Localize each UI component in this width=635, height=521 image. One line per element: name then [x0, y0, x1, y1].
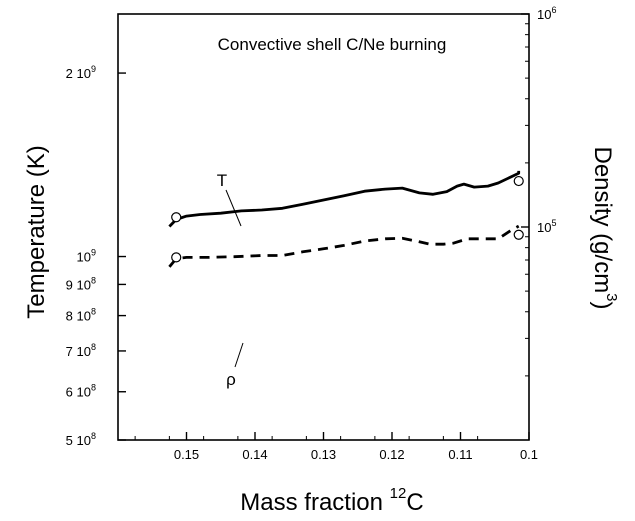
chart-title: Convective shell C/Ne burning: [218, 35, 447, 54]
left-tick-label: 109: [77, 248, 96, 265]
left-tick-label: 8 108: [66, 307, 96, 324]
left-tick-label: 6 108: [66, 383, 96, 400]
plot-frame: [117, 13, 530, 441]
x-axis-title: Mass fraction 12C: [240, 485, 423, 516]
left-tick-label: 9 108: [66, 275, 96, 292]
density-series-line: [168, 224, 520, 268]
x-tick-label: 0.11: [448, 447, 472, 462]
right-axis-ticks: 105 106: [521, 5, 556, 377]
right-tick-label: 105: [537, 218, 556, 235]
t-label-leader: [225, 189, 242, 227]
t-series-label: T: [217, 171, 227, 190]
data-point-circle: [171, 212, 182, 223]
x-tick-label: 0.12: [379, 447, 404, 462]
left-tick-label: 7 108: [66, 342, 96, 359]
left-axis-ticks: 5 108 6 108 7 108 8 108 9 108 109 2 109: [66, 64, 126, 448]
data-point-circle: [513, 229, 524, 240]
x-tick-label: 0.1: [520, 447, 538, 462]
right-axis-title: Density (g/cm3): [589, 146, 620, 309]
x-tick-label: 0.13: [311, 447, 336, 462]
data-point-circle: [171, 252, 182, 263]
rho-label-leader: [234, 342, 244, 368]
right-tick-label: 106: [537, 5, 556, 22]
left-tick-label: 2 109: [66, 64, 96, 81]
data-point-circle: [513, 175, 524, 187]
temperature-series-line: [168, 170, 521, 228]
rho-series-label: ρ: [226, 370, 236, 389]
left-tick-label: 5 108: [66, 431, 96, 448]
x-axis-ticks: 0.15 0.14 0.13 0.12 0.11 0.1: [134, 432, 538, 462]
x-tick-label: 0.14: [242, 447, 267, 462]
x-tick-label: 0.15: [174, 447, 199, 462]
left-axis-title: Temperature (K): [23, 145, 50, 318]
series-layer: [168, 170, 524, 268]
